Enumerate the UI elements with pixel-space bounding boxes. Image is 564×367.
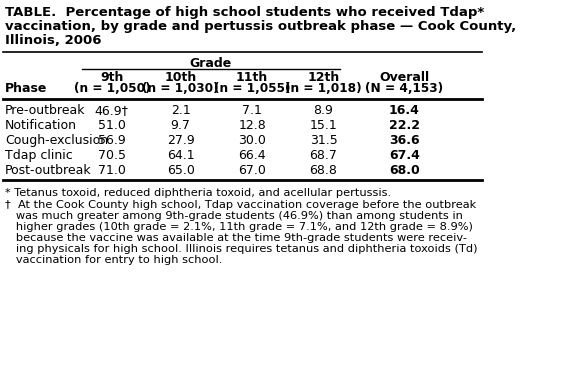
Text: was much greater among 9th-grade students (46.9%) than among students in: was much greater among 9th-grade student…: [5, 211, 463, 221]
Text: TABLE.  Percentage of high school students who received Tdap*: TABLE. Percentage of high school student…: [5, 6, 484, 19]
Text: Phase: Phase: [5, 82, 47, 95]
Text: Overall: Overall: [379, 71, 429, 84]
Text: 15.1: 15.1: [310, 119, 337, 132]
Text: (n = 1,055): (n = 1,055): [214, 82, 290, 95]
Text: Illinois, 2006: Illinois, 2006: [5, 34, 102, 47]
Text: vaccination, by grade and pertussis outbreak phase — Cook County,: vaccination, by grade and pertussis outb…: [5, 20, 517, 33]
Text: 65.0: 65.0: [167, 164, 195, 177]
Text: 51.0: 51.0: [98, 119, 126, 132]
Text: (n = 1,050): (n = 1,050): [73, 82, 150, 95]
Text: 66.4: 66.4: [238, 149, 266, 162]
Text: 56.9: 56.9: [98, 134, 126, 147]
Text: 70.5: 70.5: [98, 149, 126, 162]
Text: 31.5: 31.5: [310, 134, 337, 147]
Text: Tdap clinic: Tdap clinic: [5, 149, 73, 162]
Text: 12.8: 12.8: [238, 119, 266, 132]
Text: 68.7: 68.7: [310, 149, 337, 162]
Text: 71.0: 71.0: [98, 164, 126, 177]
Text: * Tetanus toxoid, reduced diphtheria toxoid, and acellular pertussis.: * Tetanus toxoid, reduced diphtheria tox…: [5, 188, 391, 198]
Text: Pre-outbreak: Pre-outbreak: [5, 104, 86, 117]
Text: (n = 1,030): (n = 1,030): [142, 82, 219, 95]
Text: 9.7: 9.7: [171, 119, 191, 132]
Text: (N = 4,153): (N = 4,153): [365, 82, 443, 95]
Text: 7.1: 7.1: [242, 104, 262, 117]
Text: 30.0: 30.0: [238, 134, 266, 147]
Text: 22.2: 22.2: [389, 119, 420, 132]
Text: vaccination for entry to high school.: vaccination for entry to high school.: [5, 255, 223, 265]
Text: (n = 1,018): (n = 1,018): [285, 82, 362, 95]
Text: 68.8: 68.8: [310, 164, 337, 177]
Text: 67.4: 67.4: [389, 149, 420, 162]
Text: 36.6: 36.6: [389, 134, 420, 147]
Text: 12th: 12th: [307, 71, 340, 84]
Text: higher grades (10th grade = 2.1%, 11th grade = 7.1%, and 12th grade = 8.9%): higher grades (10th grade = 2.1%, 11th g…: [5, 222, 473, 232]
Text: 2.1: 2.1: [171, 104, 191, 117]
Text: 27.9: 27.9: [167, 134, 195, 147]
Text: because the vaccine was available at the time 9th-grade students were receiv-: because the vaccine was available at the…: [5, 233, 467, 243]
Text: ing physicals for high school. Illinois requires tetanus and diphtheria toxoids : ing physicals for high school. Illinois …: [5, 244, 478, 254]
Text: Post-outbreak: Post-outbreak: [5, 164, 92, 177]
Text: †  At the Cook County high school, Tdap vaccination coverage before the outbreak: † At the Cook County high school, Tdap v…: [5, 200, 477, 210]
Text: 68.0: 68.0: [389, 164, 420, 177]
Text: 9th: 9th: [100, 71, 124, 84]
Text: 8.9: 8.9: [314, 104, 333, 117]
Text: Cough-exclusion: Cough-exclusion: [5, 134, 108, 147]
Text: Notification: Notification: [5, 119, 77, 132]
Text: 11th: 11th: [236, 71, 268, 84]
Text: 10th: 10th: [165, 71, 197, 84]
Text: Grade: Grade: [190, 57, 232, 70]
Text: 64.1: 64.1: [167, 149, 195, 162]
Text: 16.4: 16.4: [389, 104, 420, 117]
Text: 46.9†: 46.9†: [95, 104, 129, 117]
Text: 67.0: 67.0: [238, 164, 266, 177]
